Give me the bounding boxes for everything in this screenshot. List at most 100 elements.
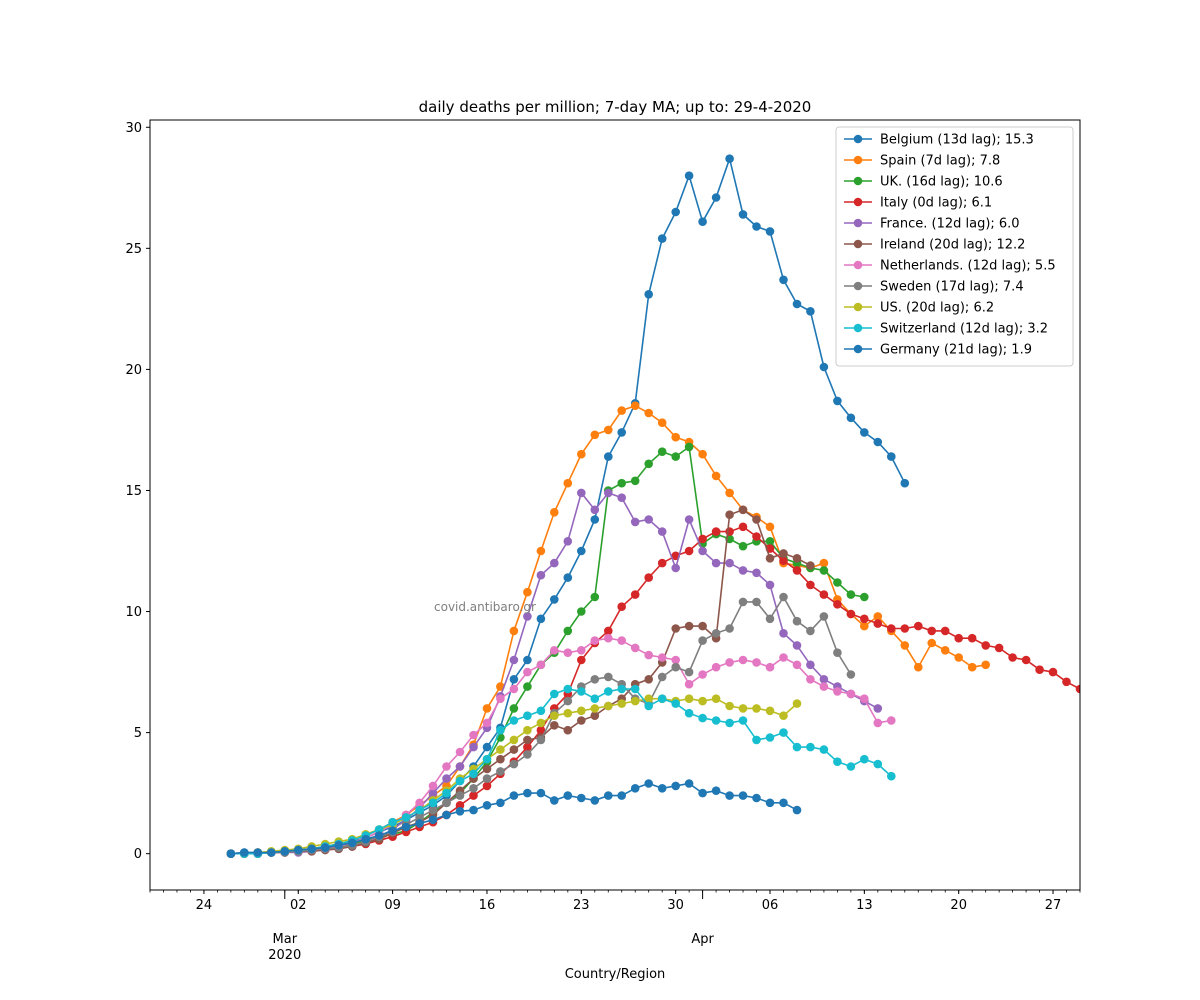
data-point bbox=[806, 307, 815, 316]
x-month-label: Mar bbox=[273, 932, 298, 947]
data-point bbox=[630, 784, 640, 793]
data-point bbox=[927, 626, 936, 636]
data-point bbox=[738, 566, 748, 575]
data-point bbox=[738, 704, 748, 713]
data-point bbox=[873, 619, 883, 628]
data-point bbox=[644, 573, 653, 582]
data-point bbox=[994, 643, 1004, 653]
data-point bbox=[738, 655, 748, 665]
data-point bbox=[482, 801, 492, 810]
data-point bbox=[630, 590, 640, 599]
data-point bbox=[523, 742, 532, 752]
data-point bbox=[846, 689, 856, 699]
legend-label: US. (20d lag); 6.2 bbox=[880, 301, 994, 316]
legend-item: Italy (0d lag); 6.1 bbox=[844, 196, 992, 211]
data-point bbox=[577, 687, 586, 696]
y-tick-label: 5 bbox=[134, 726, 142, 741]
data-point bbox=[657, 784, 667, 793]
data-point bbox=[630, 476, 640, 486]
data-point bbox=[523, 682, 532, 691]
data-point bbox=[536, 614, 546, 624]
data-point bbox=[469, 805, 478, 815]
data-point bbox=[428, 815, 438, 825]
data-point bbox=[819, 682, 829, 691]
data-point bbox=[617, 493, 626, 503]
data-point bbox=[765, 662, 775, 672]
data-point bbox=[873, 612, 883, 621]
data-point bbox=[725, 624, 734, 633]
x-tick-label: 30 bbox=[667, 898, 684, 913]
x-tick-label: 16 bbox=[479, 898, 496, 913]
data-point bbox=[833, 600, 842, 609]
y-tick-label: 0 bbox=[134, 847, 142, 862]
data-point bbox=[536, 735, 546, 745]
data-point bbox=[657, 694, 667, 703]
data-point bbox=[940, 646, 950, 655]
data-point bbox=[806, 742, 815, 752]
data-point bbox=[469, 784, 478, 793]
data-point bbox=[590, 675, 600, 684]
data-point bbox=[253, 848, 263, 857]
y-tick-label: 25 bbox=[125, 242, 142, 257]
data-point bbox=[577, 488, 586, 498]
data-point bbox=[684, 779, 694, 788]
data-point bbox=[711, 527, 721, 536]
data-point bbox=[604, 791, 613, 800]
data-point bbox=[563, 696, 573, 706]
data-point bbox=[577, 546, 586, 556]
data-point bbox=[482, 718, 492, 728]
data-point bbox=[981, 660, 990, 670]
chart-title: daily deaths per million; 7-day MA; up t… bbox=[419, 98, 812, 116]
legend-label: Sweden (17d lag); 7.4 bbox=[880, 280, 1024, 295]
data-point bbox=[738, 522, 748, 532]
data-point bbox=[496, 754, 505, 764]
data-point bbox=[792, 299, 802, 309]
data-point bbox=[684, 679, 694, 689]
data-point bbox=[630, 643, 640, 653]
series-4 bbox=[226, 522, 1098, 858]
data-point bbox=[792, 699, 802, 708]
data-point bbox=[887, 452, 896, 461]
data-point bbox=[860, 592, 869, 602]
data-point bbox=[900, 641, 910, 650]
data-point bbox=[388, 826, 397, 835]
data-point bbox=[873, 437, 883, 447]
data-point bbox=[644, 408, 653, 418]
data-point bbox=[496, 725, 505, 735]
data-point bbox=[590, 515, 600, 524]
data-point bbox=[590, 711, 600, 720]
data-point bbox=[604, 488, 613, 498]
data-point bbox=[550, 595, 559, 604]
data-point bbox=[550, 721, 559, 730]
data-point bbox=[428, 781, 438, 791]
data-point bbox=[711, 558, 721, 568]
legend-swatch-marker bbox=[853, 239, 863, 249]
data-point bbox=[630, 517, 640, 527]
data-point bbox=[846, 609, 856, 619]
data-point bbox=[671, 655, 680, 665]
data-point bbox=[765, 554, 775, 563]
data-point bbox=[752, 222, 761, 231]
data-point bbox=[887, 716, 896, 725]
legend-item: Ireland (20d lag); 12.2 bbox=[844, 238, 1025, 253]
data-point bbox=[1021, 655, 1031, 665]
data-point bbox=[1089, 694, 1098, 703]
data-point bbox=[509, 735, 519, 745]
series-line bbox=[230, 155, 906, 855]
data-point bbox=[415, 819, 424, 828]
data-point bbox=[711, 193, 721, 202]
data-point bbox=[671, 563, 680, 573]
data-point bbox=[442, 788, 451, 798]
series-1 bbox=[226, 154, 910, 858]
data-point bbox=[415, 813, 424, 822]
data-point bbox=[887, 624, 896, 633]
data-point bbox=[698, 546, 707, 556]
data-point bbox=[482, 781, 492, 791]
data-point bbox=[442, 762, 451, 771]
data-point bbox=[523, 711, 532, 720]
legend-swatch-marker bbox=[853, 176, 863, 186]
data-point bbox=[698, 534, 707, 544]
plot-frame bbox=[149, 119, 1081, 891]
data-point bbox=[765, 614, 775, 624]
data-point bbox=[577, 793, 586, 803]
